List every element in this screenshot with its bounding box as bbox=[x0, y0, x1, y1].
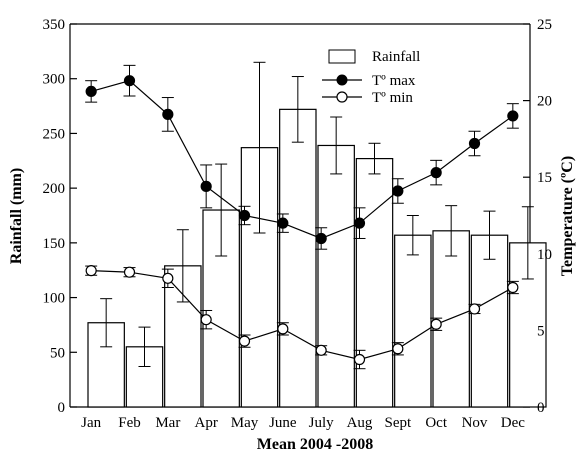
rainfall-bars bbox=[87, 108, 547, 408]
left-tick-label: 250 bbox=[43, 126, 66, 142]
tmin-point bbox=[200, 314, 212, 326]
right-tick-label: 10 bbox=[537, 247, 552, 263]
x-tick-label: Jan bbox=[81, 415, 101, 431]
rainfall-bar bbox=[279, 108, 317, 408]
tmin-line bbox=[91, 270, 514, 361]
tmax-point bbox=[162, 108, 174, 120]
left-tick-label: 200 bbox=[43, 181, 66, 197]
tmax-point bbox=[85, 85, 97, 98]
tmin-point bbox=[123, 266, 136, 278]
left-tick-label: 100 bbox=[43, 291, 66, 307]
rainfall-error-bars bbox=[100, 61, 534, 368]
tmax-point bbox=[507, 110, 519, 122]
x-tick-label: Dec bbox=[501, 415, 525, 431]
left-tick-label: 150 bbox=[43, 236, 66, 252]
legend-label-tmax: Tº max bbox=[372, 73, 416, 89]
temperature-lines bbox=[85, 64, 519, 370]
chart-legend: Rainfall Tº max Tº min bbox=[322, 49, 420, 106]
right-tick-label: 20 bbox=[537, 94, 552, 110]
left-tick-label: 50 bbox=[50, 345, 65, 361]
tmin-point bbox=[353, 353, 366, 366]
right-axis-title: Temperature (ºC) bbox=[559, 156, 576, 276]
legend-label-tmin: Tº min bbox=[372, 90, 413, 106]
x-tick-label: Oct bbox=[425, 415, 447, 431]
legend-marker-tmin bbox=[336, 91, 348, 103]
rainfall-bar bbox=[355, 157, 394, 408]
right-tick-label: 25 bbox=[537, 17, 552, 33]
rainfall-bar bbox=[394, 234, 432, 408]
tmax-point bbox=[200, 180, 212, 192]
tmax-point bbox=[238, 209, 251, 222]
tmin-point bbox=[238, 335, 251, 347]
tmin-point bbox=[507, 281, 519, 294]
right-tick-label: 0 bbox=[537, 400, 545, 416]
tmax-point bbox=[315, 232, 327, 245]
tmin-point bbox=[430, 318, 442, 330]
x-tick-label: Feb bbox=[118, 415, 141, 431]
tmin-point bbox=[392, 343, 404, 355]
right-tick-label: 5 bbox=[537, 323, 545, 339]
tmin-point bbox=[277, 323, 289, 335]
tmax-point bbox=[353, 217, 366, 229]
tmin-point bbox=[315, 344, 327, 356]
right-tick-label: 15 bbox=[537, 170, 552, 186]
legend-marker-tmax bbox=[336, 74, 348, 86]
x-tick-label: Apr bbox=[195, 415, 218, 431]
tmax-point bbox=[392, 185, 404, 197]
x-tick-label: Nov bbox=[462, 415, 488, 431]
rainfall-bar bbox=[317, 144, 355, 408]
tmax-line bbox=[91, 80, 514, 240]
legend-swatch-rainfall bbox=[328, 49, 356, 64]
left-tick-label: 350 bbox=[43, 17, 66, 33]
tick-labels: 0 50 100 150 200 250 300 350 0 5 10 15 20 25 Jan Feb Mar… bbox=[43, 17, 553, 431]
legend-label-rainfall: Rainfall bbox=[372, 49, 420, 65]
x-axis-title: Mean 2004 -2008 bbox=[257, 436, 373, 453]
left-tick-label: 0 bbox=[58, 400, 66, 416]
left-axis-title: Rainfall (mm) bbox=[8, 168, 25, 264]
tmax-point bbox=[468, 137, 481, 150]
tmin-point bbox=[162, 272, 174, 284]
tmin-point bbox=[85, 265, 97, 277]
left-tick-label: 300 bbox=[43, 72, 66, 88]
rainfall-bar bbox=[470, 234, 509, 408]
x-tick-label: June bbox=[269, 415, 297, 431]
x-tick-label: Aug bbox=[347, 415, 373, 431]
tmax-point bbox=[277, 217, 289, 229]
x-tick-label: May bbox=[231, 415, 259, 431]
tmin-point bbox=[468, 303, 481, 315]
tmax-point bbox=[430, 167, 442, 179]
x-tick-label: July bbox=[309, 415, 335, 431]
x-tick-label: Sept bbox=[384, 415, 412, 431]
x-tick-label: Mar bbox=[155, 415, 180, 431]
tmax-point bbox=[123, 75, 136, 87]
